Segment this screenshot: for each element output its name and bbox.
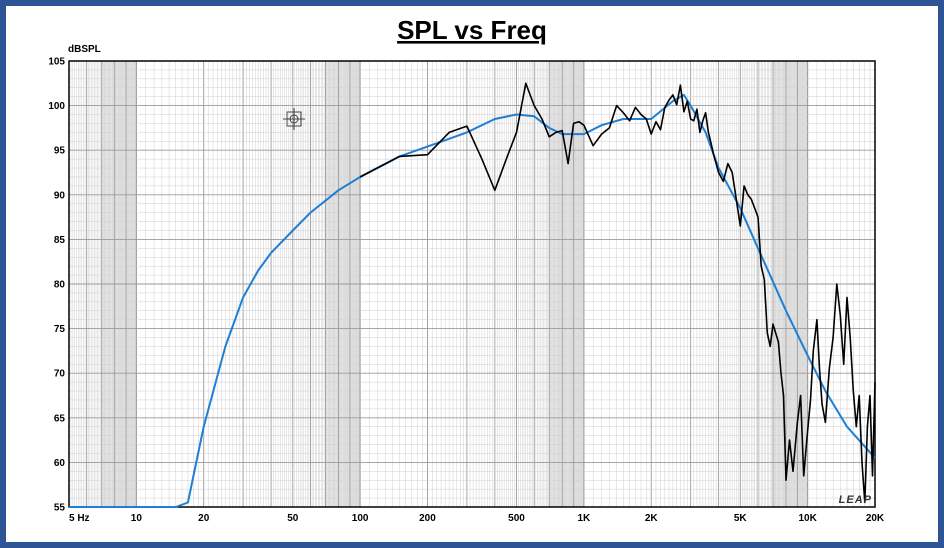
x-tick-label: 200 — [419, 513, 436, 524]
x-tick-label: 20K — [866, 513, 885, 524]
x-tick-label: 1K — [577, 513, 591, 524]
y-tick-label: 100 — [48, 101, 65, 112]
series-layer — [69, 82, 876, 508]
plot-area-border — [68, 60, 876, 508]
grid-layer — [68, 60, 876, 508]
y-tick-label: 60 — [54, 458, 66, 469]
x-tick-label: 2K — [645, 513, 659, 524]
leap-watermark: LEAP — [839, 494, 872, 506]
measured-response-line — [359, 82, 876, 504]
tick-label-layer: 105 100 95 90 85 80 75 70 65 60 555 Hz 10 20 50 100 200… — [48, 57, 885, 525]
x-tick-label: 50 — [287, 513, 299, 524]
y-axis-unit-label: dBSPL — [68, 44, 101, 55]
x-tick-label: 5 Hz — [69, 513, 90, 524]
x-tick-label: 100 — [352, 513, 369, 524]
x-tick-label: 500 — [508, 513, 525, 524]
chart-frame: SPL vs Freq dBSPL 105 100 95 90 85 80 75 70 65 60… — [6, 6, 938, 542]
chart-title: SPL vs Freq — [397, 15, 547, 45]
y-tick-label: 75 — [54, 324, 66, 335]
spl-vs-freq-chart: SPL vs Freq dBSPL 105 100 95 90 85 80 75 70 65 60… — [48, 15, 885, 525]
crosshair-cursor-icon[interactable] — [283, 108, 305, 130]
y-tick-label: 70 — [54, 369, 66, 380]
y-tick-label: 105 — [48, 57, 65, 68]
y-tick-label: 65 — [54, 413, 66, 424]
y-tick-label: 95 — [54, 146, 66, 157]
y-tick-label: 85 — [54, 235, 66, 246]
y-tick-label: 55 — [54, 503, 66, 514]
y-tick-label: 80 — [54, 280, 66, 291]
x-tick-label: 20 — [198, 513, 210, 524]
x-tick-label: 5K — [734, 513, 748, 524]
smoothed-response-line — [69, 93, 876, 508]
y-tick-label: 90 — [54, 190, 66, 201]
x-tick-label: 10 — [131, 513, 143, 524]
x-tick-label: 10K — [798, 513, 817, 524]
